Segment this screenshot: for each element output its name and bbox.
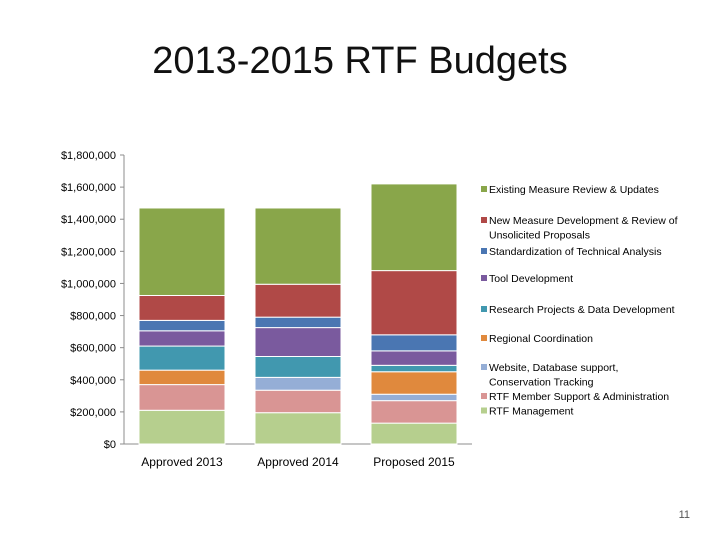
legend-label: New Measure Development & Review of Unsol… bbox=[489, 215, 678, 242]
bar-segment bbox=[370, 350, 458, 366]
legend-swatch bbox=[481, 407, 487, 414]
bar-segment bbox=[370, 422, 458, 445]
bar-segment bbox=[370, 400, 458, 424]
legend-swatch bbox=[481, 306, 487, 312]
bar-segment bbox=[370, 393, 458, 402]
x-category-label: Approved 2014 bbox=[257, 455, 339, 469]
y-tick-label: $1,400,000 bbox=[61, 214, 116, 226]
bar-segment bbox=[370, 270, 458, 336]
legend-swatch bbox=[481, 393, 487, 399]
legend-label: Regional Coordination bbox=[489, 333, 593, 345]
legend-label: Standardization of Technical Analysis bbox=[489, 246, 662, 258]
x-axis-categories: Approved 2013 Approved 2014 Proposed 2015 bbox=[141, 455, 455, 469]
bar-segment bbox=[254, 376, 342, 391]
bar-segment bbox=[370, 183, 458, 272]
y-tick-label: $1,600,000 bbox=[61, 182, 116, 194]
bar-segment bbox=[254, 355, 342, 378]
bar-segment bbox=[138, 207, 226, 296]
legend-swatch bbox=[481, 248, 487, 254]
bar-segment bbox=[370, 371, 458, 395]
bar-segment bbox=[138, 330, 226, 347]
legend-swatch bbox=[481, 275, 487, 281]
y-tick-label: $800,000 bbox=[70, 311, 116, 323]
y-axis-ticks: $0 $200,000 $400,000 $600,000 $800,000 $1,000… bbox=[61, 150, 124, 451]
legend-label: RTF Member Support & Administration bbox=[489, 391, 669, 403]
bar-segment bbox=[138, 294, 226, 321]
x-category-label: Approved 2013 bbox=[141, 455, 223, 469]
bar-segment bbox=[254, 412, 342, 445]
legend-label: Tool Development bbox=[489, 273, 573, 285]
legend-swatch bbox=[481, 186, 487, 192]
legend-label: Research Projects & Data Development bbox=[489, 304, 675, 316]
x-category-label: Proposed 2015 bbox=[373, 455, 455, 469]
y-tick-label: $1,000,000 bbox=[61, 278, 116, 290]
slide-title: 2013-2015 RTF Budgets bbox=[152, 40, 568, 82]
chart-bars bbox=[138, 183, 458, 445]
bar-segment bbox=[254, 389, 342, 414]
y-tick-label: $1,200,000 bbox=[61, 246, 116, 258]
y-tick-label: $400,000 bbox=[70, 375, 116, 387]
bar-segment bbox=[254, 316, 342, 329]
legend-label: RTF Management bbox=[489, 406, 574, 418]
bar-segment bbox=[254, 207, 342, 285]
bar-segment bbox=[370, 334, 458, 352]
bar-segment bbox=[138, 369, 226, 386]
page-number: 11 bbox=[678, 509, 690, 521]
bar-segment bbox=[254, 283, 342, 318]
bar-segment bbox=[370, 364, 458, 373]
bar-segment bbox=[138, 345, 226, 371]
legend-swatch bbox=[481, 335, 487, 341]
bar-segment bbox=[138, 384, 226, 411]
y-tick-label: $600,000 bbox=[70, 343, 116, 355]
bar-segment bbox=[138, 409, 226, 445]
bar-segment bbox=[254, 327, 342, 357]
legend-swatch bbox=[481, 217, 487, 223]
y-tick-label: $1,800,000 bbox=[61, 150, 116, 162]
legend-label: Website, Database support, Conservation T… bbox=[489, 362, 618, 389]
legend-swatch bbox=[481, 364, 487, 370]
chart-legend: Existing Measure Review & Updates New Mea… bbox=[481, 184, 678, 418]
bar-segment bbox=[138, 319, 226, 332]
y-tick-label: $0 bbox=[104, 439, 116, 451]
legend-label: Existing Measure Review & Updates bbox=[489, 184, 659, 196]
y-tick-label: $200,000 bbox=[70, 407, 116, 419]
